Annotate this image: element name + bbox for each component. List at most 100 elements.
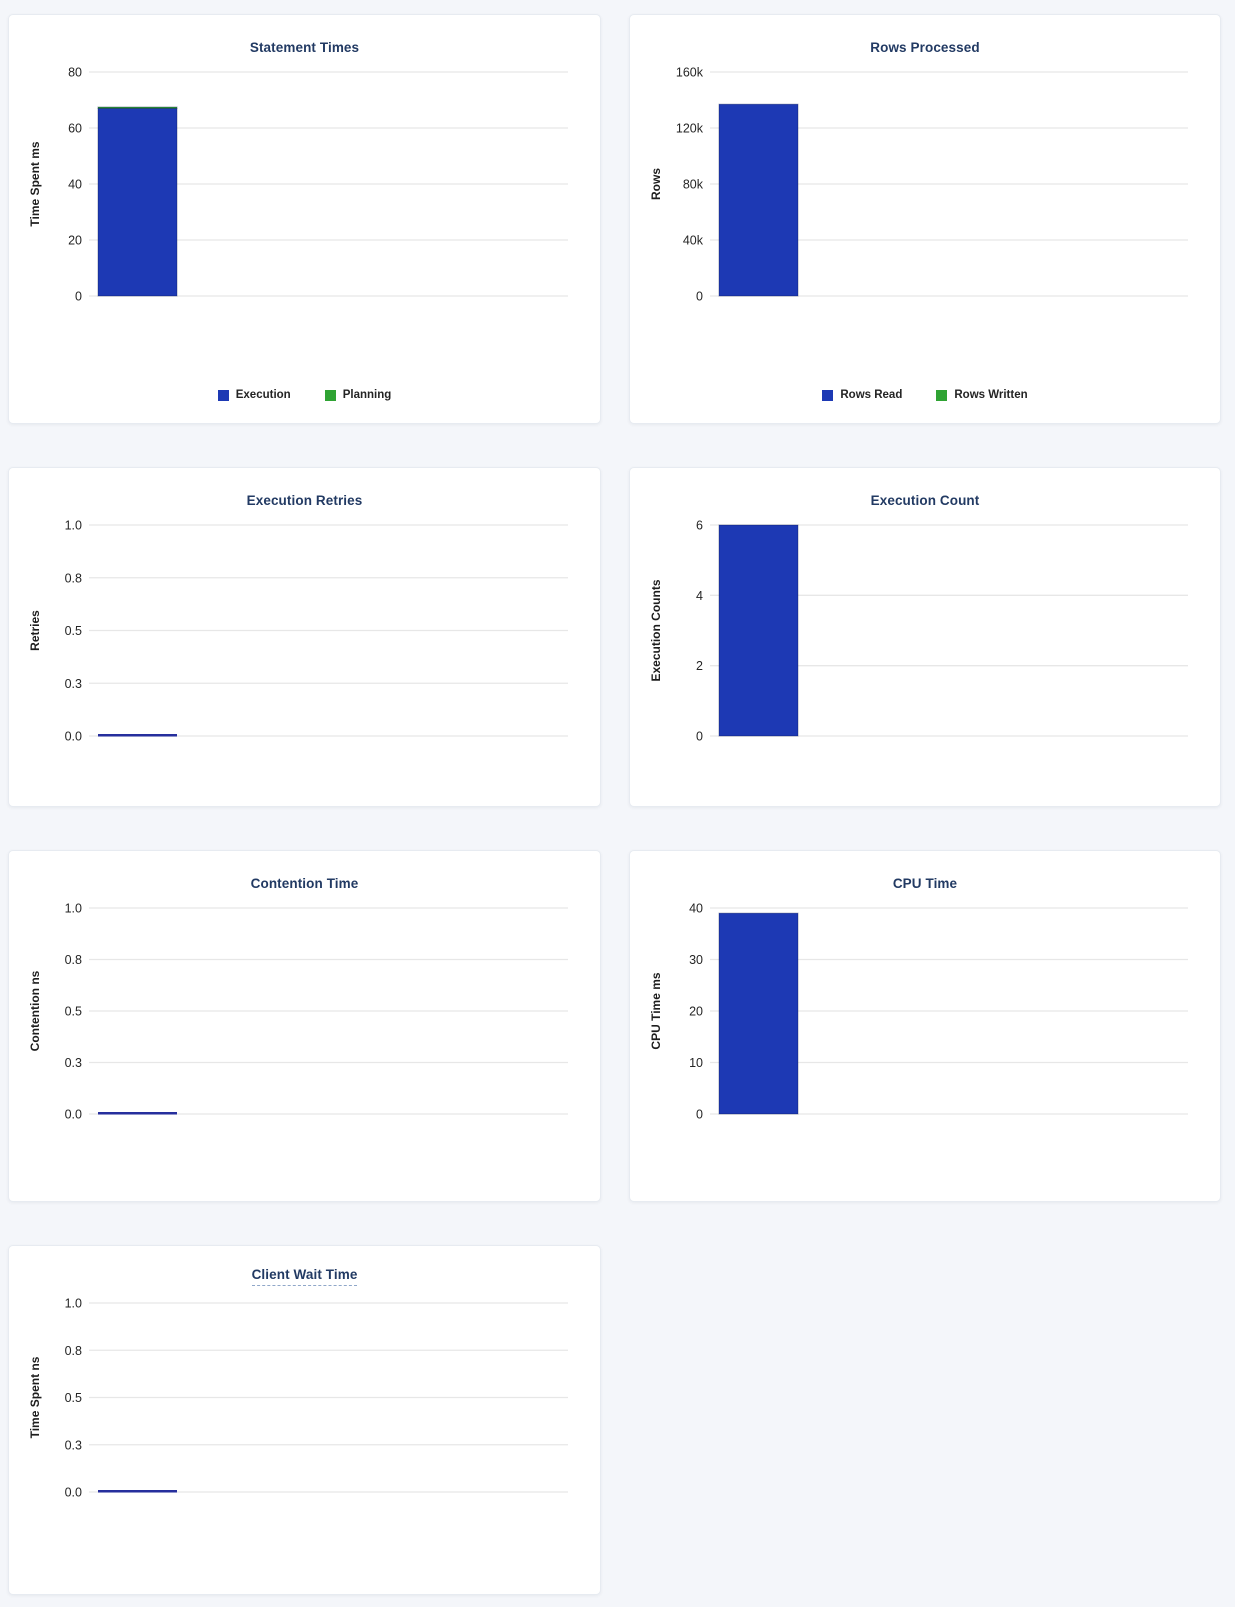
legend-label: Planning (342, 389, 392, 401)
client-wait-time-plot: 0.0 0.3 0.5 0.8 1.0 Time Spent ns (9, 1286, 600, 1594)
legend-label: Rows Read (840, 389, 903, 401)
chart-legend: Execution Planning (9, 387, 600, 423)
chart-card-cpu-time: CPU Time 0 10 20 30 40 CPU Time ms (629, 850, 1221, 1202)
y-tick-label: 10 (689, 1056, 703, 1070)
chart-svg: 0 10 20 30 40 CPU Time ms (649, 902, 1188, 1122)
y-tick-label: 0.8 (65, 953, 82, 967)
bar-rows-read[interactable] (718, 103, 799, 297)
chart-svg: 0.0 0.3 0.5 0.8 1.0 Time Spent ns (28, 1297, 568, 1500)
y-tick-label: 1.0 (65, 1297, 82, 1311)
y-tick-label: 1.0 (65, 519, 82, 533)
y-axis-label: Retries (28, 610, 42, 651)
chart-title-row: Execution Count (630, 468, 1220, 508)
y-tick-label: 30 (689, 953, 703, 967)
chart-svg: 0.0 0.3 0.5 0.8 1.0 Contention ns (28, 902, 568, 1122)
y-tick-label: 0.3 (65, 1438, 82, 1452)
bar-execution[interactable] (97, 107, 178, 297)
legend-item-execution: Execution (217, 389, 291, 401)
y-tick-label: 160k (676, 66, 704, 80)
legend-swatch-execution (217, 389, 229, 401)
chart-title-row: Contention Time (9, 851, 600, 891)
rows-processed-plot: 0 40k 80k 120k 160k Rows (630, 55, 1220, 387)
bar-planning[interactable] (97, 106, 178, 109)
chart-title: Contention Time (250, 876, 359, 891)
y-tick-label: 80k (683, 178, 704, 192)
chart-title-row: Execution Retries (9, 468, 600, 508)
execution-count-plot: 0 2 4 6 Execution Counts (630, 508, 1220, 806)
y-tick-label: 6 (696, 519, 703, 533)
y-axis-label: Execution Counts (649, 579, 663, 681)
y-axis-label: Rows (649, 168, 663, 200)
y-tick-label: 0.3 (65, 1056, 82, 1070)
y-tick-label: 0 (696, 1108, 703, 1122)
y-tick-label: 0.5 (65, 1005, 82, 1019)
chart-svg: 0.0 0.3 0.5 0.8 1.0 Retries (28, 519, 568, 744)
y-tick-label: 0.3 (65, 677, 82, 691)
y-tick-label: 0.0 (65, 1108, 82, 1122)
chart-card-client-wait-time: Client Wait Time 0.0 0.3 0.5 0.8 1.0 Time Spe… (8, 1245, 601, 1595)
chart-svg: 0 40k 80k 120k 160k Rows (649, 66, 1188, 304)
y-axis-label: CPU Time ms (649, 972, 663, 1049)
legend-label: Rows Written (954, 389, 1028, 401)
chart-title-row: Client Wait Time (9, 1246, 600, 1286)
legend-swatch-rows-written (936, 389, 948, 401)
y-tick-label: 60 (68, 122, 82, 136)
chart-title-row: CPU Time (630, 851, 1220, 891)
y-tick-label: 20 (689, 1005, 703, 1019)
statement-times-plot: 0 20 40 60 80 Time Spent ms (9, 55, 600, 387)
y-tick-label: 0.0 (65, 730, 82, 744)
contention-time-plot: 0.0 0.3 0.5 0.8 1.0 Contention ns (9, 891, 600, 1201)
execution-retries-plot: 0.0 0.3 0.5 0.8 1.0 Retries (9, 508, 600, 806)
y-tick-label: 0.0 (65, 1486, 82, 1500)
legend-item-planning: Planning (324, 389, 392, 401)
bar-execution-count[interactable] (718, 524, 799, 737)
zero-value-bar (98, 734, 177, 737)
y-tick-label: 1.0 (65, 902, 82, 916)
y-tick-label: 0 (75, 290, 82, 304)
legend-label: Execution (235, 389, 291, 401)
chart-title: CPU Time (892, 876, 958, 891)
chart-card-statement-times: Statement Times 0 20 40 60 80 Time Spent ms E… (8, 14, 601, 424)
y-axis-label: Contention ns (28, 970, 42, 1051)
y-tick-label: 0 (696, 290, 703, 304)
chart-title: Execution Retries (246, 493, 363, 508)
zero-value-bar (98, 1490, 177, 1493)
y-tick-label: 0.8 (65, 571, 82, 585)
y-tick-label: 2 (696, 659, 703, 673)
bar-cpu-time[interactable] (718, 912, 799, 1115)
y-tick-label: 0.5 (65, 1391, 82, 1405)
y-tick-label: 40 (689, 902, 703, 916)
chart-card-contention-time: Contention Time 0.0 0.3 0.5 0.8 1.0 Contentio… (8, 850, 601, 1202)
chart-card-execution-count: Execution Count 0 2 4 6 Execution Counts (629, 467, 1221, 807)
chart-title: Rows Processed (870, 40, 980, 55)
chart-card-rows-processed: Rows Processed 0 40k 80k 120k 160k Rows Rows … (629, 14, 1221, 424)
chart-legend: Rows Read Rows Written (630, 387, 1220, 423)
legend-swatch-rows-read (822, 389, 834, 401)
y-tick-label: 0.5 (65, 624, 82, 638)
y-tick-label: 40k (683, 234, 704, 248)
cpu-time-plot: 0 10 20 30 40 CPU Time ms (630, 891, 1220, 1201)
y-tick-label: 40 (68, 178, 82, 192)
chart-card-execution-retries: Execution Retries 0.0 0.3 0.5 0.8 1.0 Retries (8, 467, 601, 807)
legend-item-rows-written: Rows Written (936, 389, 1028, 401)
legend-swatch-planning (324, 389, 336, 401)
y-tick-label: 20 (68, 234, 82, 248)
chart-title: Execution Count (870, 493, 980, 508)
chart-title: Statement Times (249, 40, 360, 55)
y-axis-label: Time Spent ms (28, 141, 42, 226)
zero-value-bar (98, 1112, 177, 1115)
chart-title-with-tooltip[interactable]: Client Wait Time (251, 1267, 358, 1286)
y-axis-label: Time Spent ns (28, 1356, 42, 1438)
chart-svg: 0 20 40 60 80 Time Spent ms (28, 66, 568, 304)
y-tick-label: 0.8 (65, 1344, 82, 1358)
chart-svg: 0 2 4 6 Execution Counts (649, 519, 1188, 744)
chart-title-row: Statement Times (9, 15, 600, 55)
y-tick-label: 4 (696, 589, 703, 603)
y-tick-label: 80 (68, 66, 82, 80)
y-tick-label: 0 (696, 730, 703, 744)
legend-item-rows-read: Rows Read (822, 389, 902, 401)
chart-title-row: Rows Processed (630, 15, 1220, 55)
y-tick-label: 120k (676, 122, 704, 136)
